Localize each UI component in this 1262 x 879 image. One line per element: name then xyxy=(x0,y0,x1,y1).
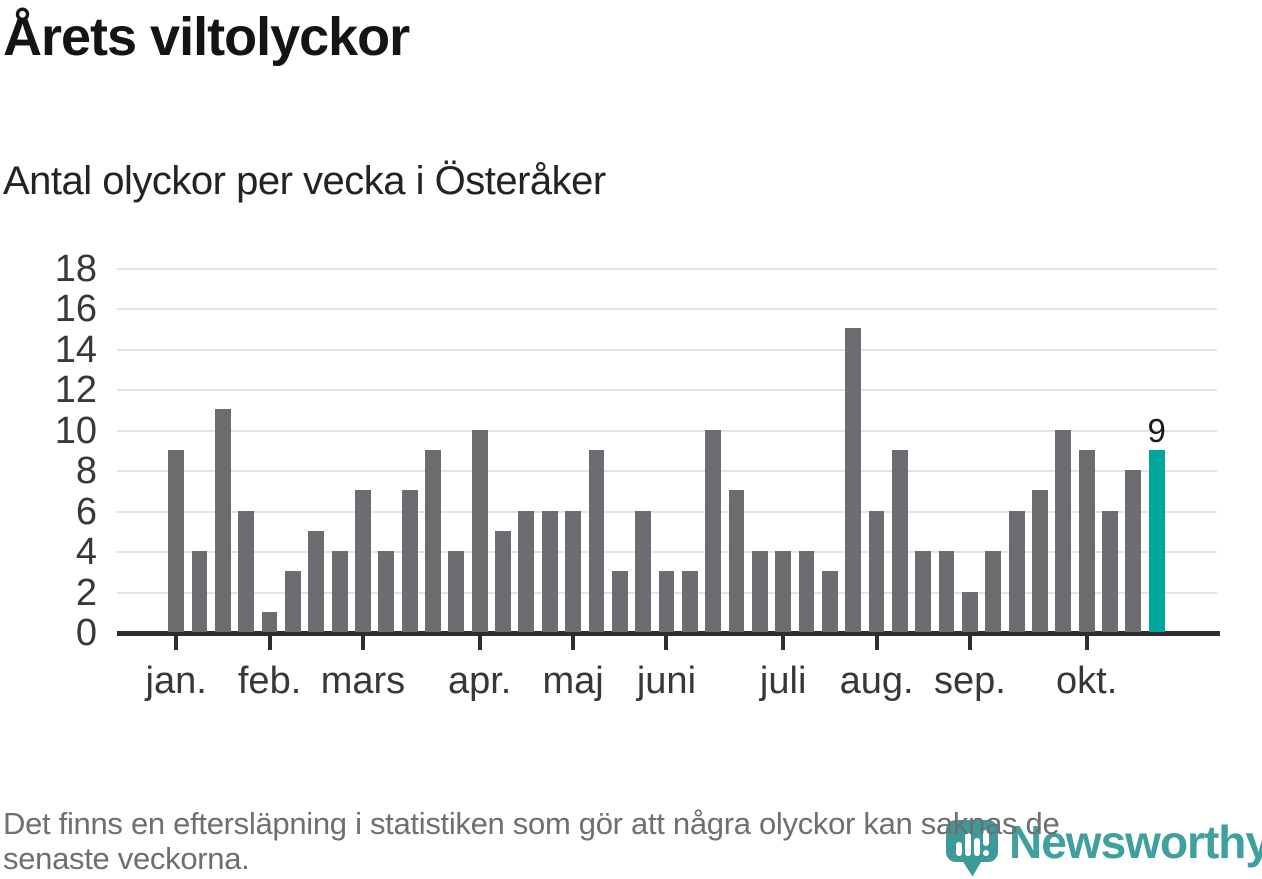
gridline xyxy=(117,429,1217,432)
bar xyxy=(401,490,418,632)
bar xyxy=(1008,510,1025,632)
bar xyxy=(658,571,675,632)
gridline xyxy=(117,510,1217,513)
y-axis-label: 6 xyxy=(75,490,97,533)
bar xyxy=(448,551,465,632)
bar xyxy=(962,591,978,632)
y-axis-label: 16 xyxy=(54,288,97,330)
x-axis-tick xyxy=(874,635,879,650)
x-axis-label: feb. xyxy=(237,660,302,702)
y-axis-label: 18 xyxy=(54,247,97,290)
bar xyxy=(611,571,628,632)
bar xyxy=(541,510,558,632)
bar xyxy=(681,571,698,632)
bar-highlighted xyxy=(1148,449,1165,632)
y-axis-label: 8 xyxy=(75,450,97,492)
bar xyxy=(588,449,605,632)
x-axis-label: maj xyxy=(542,660,604,702)
gridline xyxy=(117,389,1217,391)
bar xyxy=(425,449,441,632)
y-axis-label: 10 xyxy=(54,409,97,452)
gridline xyxy=(117,551,1217,553)
x-axis-label: juli xyxy=(759,660,807,702)
x-axis-tick xyxy=(781,635,786,650)
bar xyxy=(915,551,932,632)
footnote-line-1: Det finns en eftersläpning i statistiken… xyxy=(3,806,1060,841)
bar xyxy=(518,510,535,632)
bar xyxy=(495,530,511,632)
bar xyxy=(168,449,185,632)
x-axis-tick xyxy=(174,635,179,650)
x-axis-label: jan. xyxy=(145,660,207,702)
gridline xyxy=(117,470,1217,472)
footnote-line-2: senaste veckorna. xyxy=(3,841,250,876)
x-axis-label: mars xyxy=(320,660,406,702)
bar xyxy=(985,551,1002,632)
bar xyxy=(238,510,255,632)
y-axis-label: 2 xyxy=(75,571,97,614)
bar xyxy=(1102,510,1118,632)
bar xyxy=(891,449,908,632)
newsworthy-logo: Newsworthy xyxy=(943,816,1262,879)
bar xyxy=(331,551,348,632)
bar xyxy=(1078,449,1095,632)
x-axis-tick xyxy=(571,635,576,650)
newsworthy-pin-icon xyxy=(946,820,998,877)
x-axis-tick xyxy=(360,635,365,650)
bar xyxy=(705,429,722,632)
newsworthy-wordmark: Newsworthy xyxy=(1009,816,1262,868)
x-axis-tick xyxy=(1084,635,1089,650)
x-axis-label: okt. xyxy=(1056,660,1118,702)
bar xyxy=(214,409,231,632)
bar xyxy=(845,328,862,632)
bar xyxy=(285,571,301,632)
x-axis-label: apr. xyxy=(447,660,512,702)
x-axis-line xyxy=(117,630,1220,636)
bar xyxy=(938,551,955,632)
gridline xyxy=(117,267,1217,270)
gridline xyxy=(117,348,1217,351)
bar xyxy=(355,490,371,632)
bar xyxy=(1032,490,1048,632)
x-axis-tick xyxy=(267,635,272,650)
y-axis-label: 4 xyxy=(75,531,97,573)
x-axis-tick xyxy=(664,635,669,650)
bar xyxy=(635,510,651,632)
y-axis-label: 14 xyxy=(54,328,97,371)
chart-footnote: Det finns en eftersläpning i statistiken… xyxy=(3,806,1060,876)
chart-subtitle: Antal olyckor per vecka i Österåker xyxy=(3,159,606,203)
bar-value-label: 9 xyxy=(1147,411,1166,449)
bar xyxy=(868,510,885,632)
y-axis-label: 0 xyxy=(75,612,97,654)
x-axis-tick xyxy=(477,635,482,650)
x-axis-tick xyxy=(967,635,972,650)
page-title: Årets viltolyckor xyxy=(3,7,410,67)
bar xyxy=(775,551,792,632)
bar xyxy=(565,510,581,632)
x-axis-label: sep. xyxy=(934,660,1006,702)
bar xyxy=(471,429,488,632)
bar xyxy=(308,530,325,632)
y-axis-label: 12 xyxy=(54,369,97,411)
x-axis-label: juni xyxy=(636,660,697,702)
bar xyxy=(821,571,838,632)
bar xyxy=(798,551,815,632)
bar xyxy=(1125,470,1142,632)
bar xyxy=(378,551,395,632)
bar xyxy=(1055,429,1072,632)
x-axis-label: aug. xyxy=(839,660,914,702)
bar xyxy=(728,490,745,632)
bar xyxy=(751,551,768,632)
bar xyxy=(261,611,278,632)
bar xyxy=(191,551,208,632)
gridline xyxy=(117,308,1217,310)
